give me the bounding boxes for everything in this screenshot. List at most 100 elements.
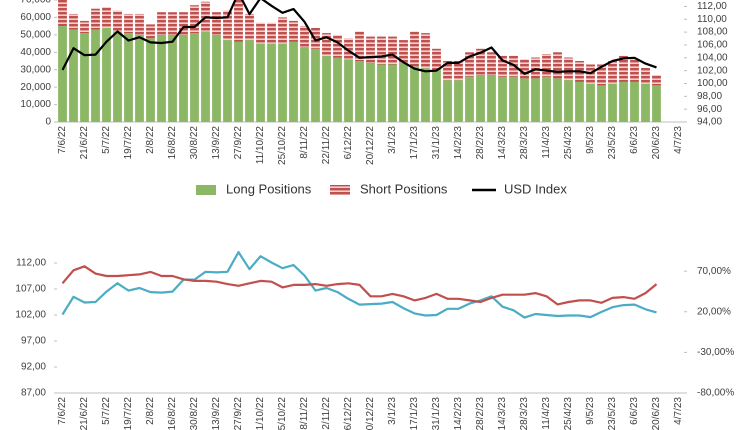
bar-segment bbox=[454, 61, 463, 81]
bar-segment bbox=[399, 62, 408, 122]
x-tick-label: 7/6/22 bbox=[57, 397, 68, 425]
bar-segment bbox=[410, 66, 419, 122]
legend-swatch bbox=[330, 185, 350, 195]
bar-segment bbox=[652, 74, 661, 86]
x-tick-label: 20/6/23 bbox=[651, 397, 662, 430]
bar-segment bbox=[278, 43, 287, 122]
bar-segment bbox=[630, 59, 639, 82]
y-tick-label: 92,00 bbox=[21, 362, 46, 373]
y2-tick-label: 112,00 bbox=[697, 1, 727, 12]
y2-tick-label: 106,00 bbox=[697, 40, 728, 51]
bar-segment bbox=[212, 12, 221, 35]
y-tick-label: 20,000 bbox=[20, 82, 51, 93]
bar-segment bbox=[377, 36, 386, 65]
x-tick-label: 7/6/22 bbox=[57, 126, 68, 154]
bar-segment bbox=[102, 27, 111, 122]
x-tick-label: 14/2/23 bbox=[453, 126, 464, 160]
y2-tick-label: 94,00 bbox=[697, 117, 722, 128]
x-tick-label: 23/5/23 bbox=[607, 397, 618, 430]
x-tick-label: 14/3/23 bbox=[497, 126, 508, 160]
bar-segment bbox=[179, 34, 188, 122]
bar-segment bbox=[113, 31, 122, 122]
bar-segment bbox=[212, 34, 221, 122]
bar-segment bbox=[157, 34, 166, 122]
x-tick-label: 2/8/22 bbox=[145, 397, 156, 425]
x-tick-label: 25/10/22 bbox=[277, 397, 288, 430]
bar-segment bbox=[531, 57, 540, 79]
bar-segment bbox=[245, 13, 254, 41]
x-tick-label: 25/10/22 bbox=[277, 126, 288, 165]
legend-label: Long Positions bbox=[226, 181, 312, 196]
bar-segment bbox=[498, 76, 507, 122]
y2-tick-label: 70,00% bbox=[697, 266, 731, 277]
plot bbox=[58, 0, 661, 122]
y2-tick-label: 108,00 bbox=[697, 27, 728, 38]
y-tick-label: 10,000 bbox=[20, 99, 51, 110]
bar-segment bbox=[608, 83, 617, 122]
bar-segment bbox=[124, 33, 133, 122]
bar-segment bbox=[564, 57, 573, 81]
x-tick-label: 4/7/23 bbox=[673, 397, 684, 425]
bar-segment bbox=[234, 41, 243, 122]
bar-segment bbox=[630, 81, 639, 122]
bar-segment bbox=[322, 33, 331, 56]
x-tick-label: 16/8/22 bbox=[167, 397, 178, 430]
bar-segment bbox=[311, 48, 320, 122]
x-tick-label: 11/10/22 bbox=[255, 126, 266, 165]
bar-segment bbox=[58, 0, 67, 27]
bar-segment bbox=[553, 52, 562, 79]
bar-segment bbox=[80, 33, 89, 122]
legend-swatch bbox=[196, 185, 216, 195]
x-tick-label: 20/12/22 bbox=[365, 397, 376, 430]
x-tick-label: 11/4/23 bbox=[541, 397, 552, 430]
bar-segment bbox=[190, 33, 199, 122]
x-tick-label: 6/6/23 bbox=[629, 397, 640, 425]
bar-segment bbox=[377, 64, 386, 122]
bar-segment bbox=[509, 76, 518, 122]
x-tick-label: 21/6/22 bbox=[79, 126, 90, 160]
bar-segment bbox=[146, 38, 155, 122]
bar-segment bbox=[333, 57, 342, 122]
bar-segment bbox=[388, 36, 397, 65]
x-tick-label: 30/8/22 bbox=[189, 126, 200, 160]
bar-segment bbox=[355, 61, 364, 122]
x-tick-label: 13/9/22 bbox=[211, 126, 222, 160]
bar-segment bbox=[564, 80, 573, 122]
bar-segment bbox=[113, 10, 122, 32]
y2-tick-label: 96,00 bbox=[697, 104, 722, 115]
bar-segment bbox=[432, 69, 441, 122]
y2-tick-label: -30,00% bbox=[697, 347, 734, 358]
y2-tick-label: 100,00 bbox=[697, 78, 728, 89]
bar-segment bbox=[619, 55, 628, 82]
x-tick-label: 5/7/22 bbox=[101, 397, 112, 425]
bar-segment bbox=[520, 78, 529, 122]
bar-segment bbox=[366, 62, 375, 122]
line bbox=[61, 265, 658, 306]
bar-segment bbox=[190, 5, 199, 34]
bar-segment bbox=[223, 40, 232, 122]
bar-segment bbox=[344, 59, 353, 122]
x-tick-label: 31/1/23 bbox=[431, 126, 442, 160]
bar-segment bbox=[652, 85, 661, 122]
bar-segment bbox=[157, 12, 166, 35]
bar-segment bbox=[91, 29, 100, 122]
x-tick-label: 3/1/23 bbox=[387, 126, 398, 154]
bar-segment bbox=[388, 64, 397, 122]
x-tick-label: 6/12/22 bbox=[343, 397, 354, 430]
bar-segment bbox=[278, 17, 287, 44]
bar-segment bbox=[135, 13, 144, 35]
bar-segment bbox=[146, 24, 155, 39]
x-tick-label: 8/11/22 bbox=[299, 126, 310, 159]
bar-segment bbox=[498, 55, 507, 77]
x-tick-label: 11/10/22 bbox=[255, 397, 266, 430]
y2-tick-label: 20,00% bbox=[697, 306, 731, 317]
bar-segment bbox=[168, 34, 177, 122]
x-tick-label: 16/8/22 bbox=[167, 126, 178, 160]
bar-segment bbox=[608, 61, 617, 84]
bar-segment bbox=[168, 12, 177, 35]
bar-segment bbox=[575, 81, 584, 122]
line bbox=[61, 0, 657, 75]
bar-segment bbox=[289, 41, 298, 122]
y2-tick-label: -80,00% bbox=[697, 388, 734, 399]
bar-segment bbox=[465, 76, 474, 122]
